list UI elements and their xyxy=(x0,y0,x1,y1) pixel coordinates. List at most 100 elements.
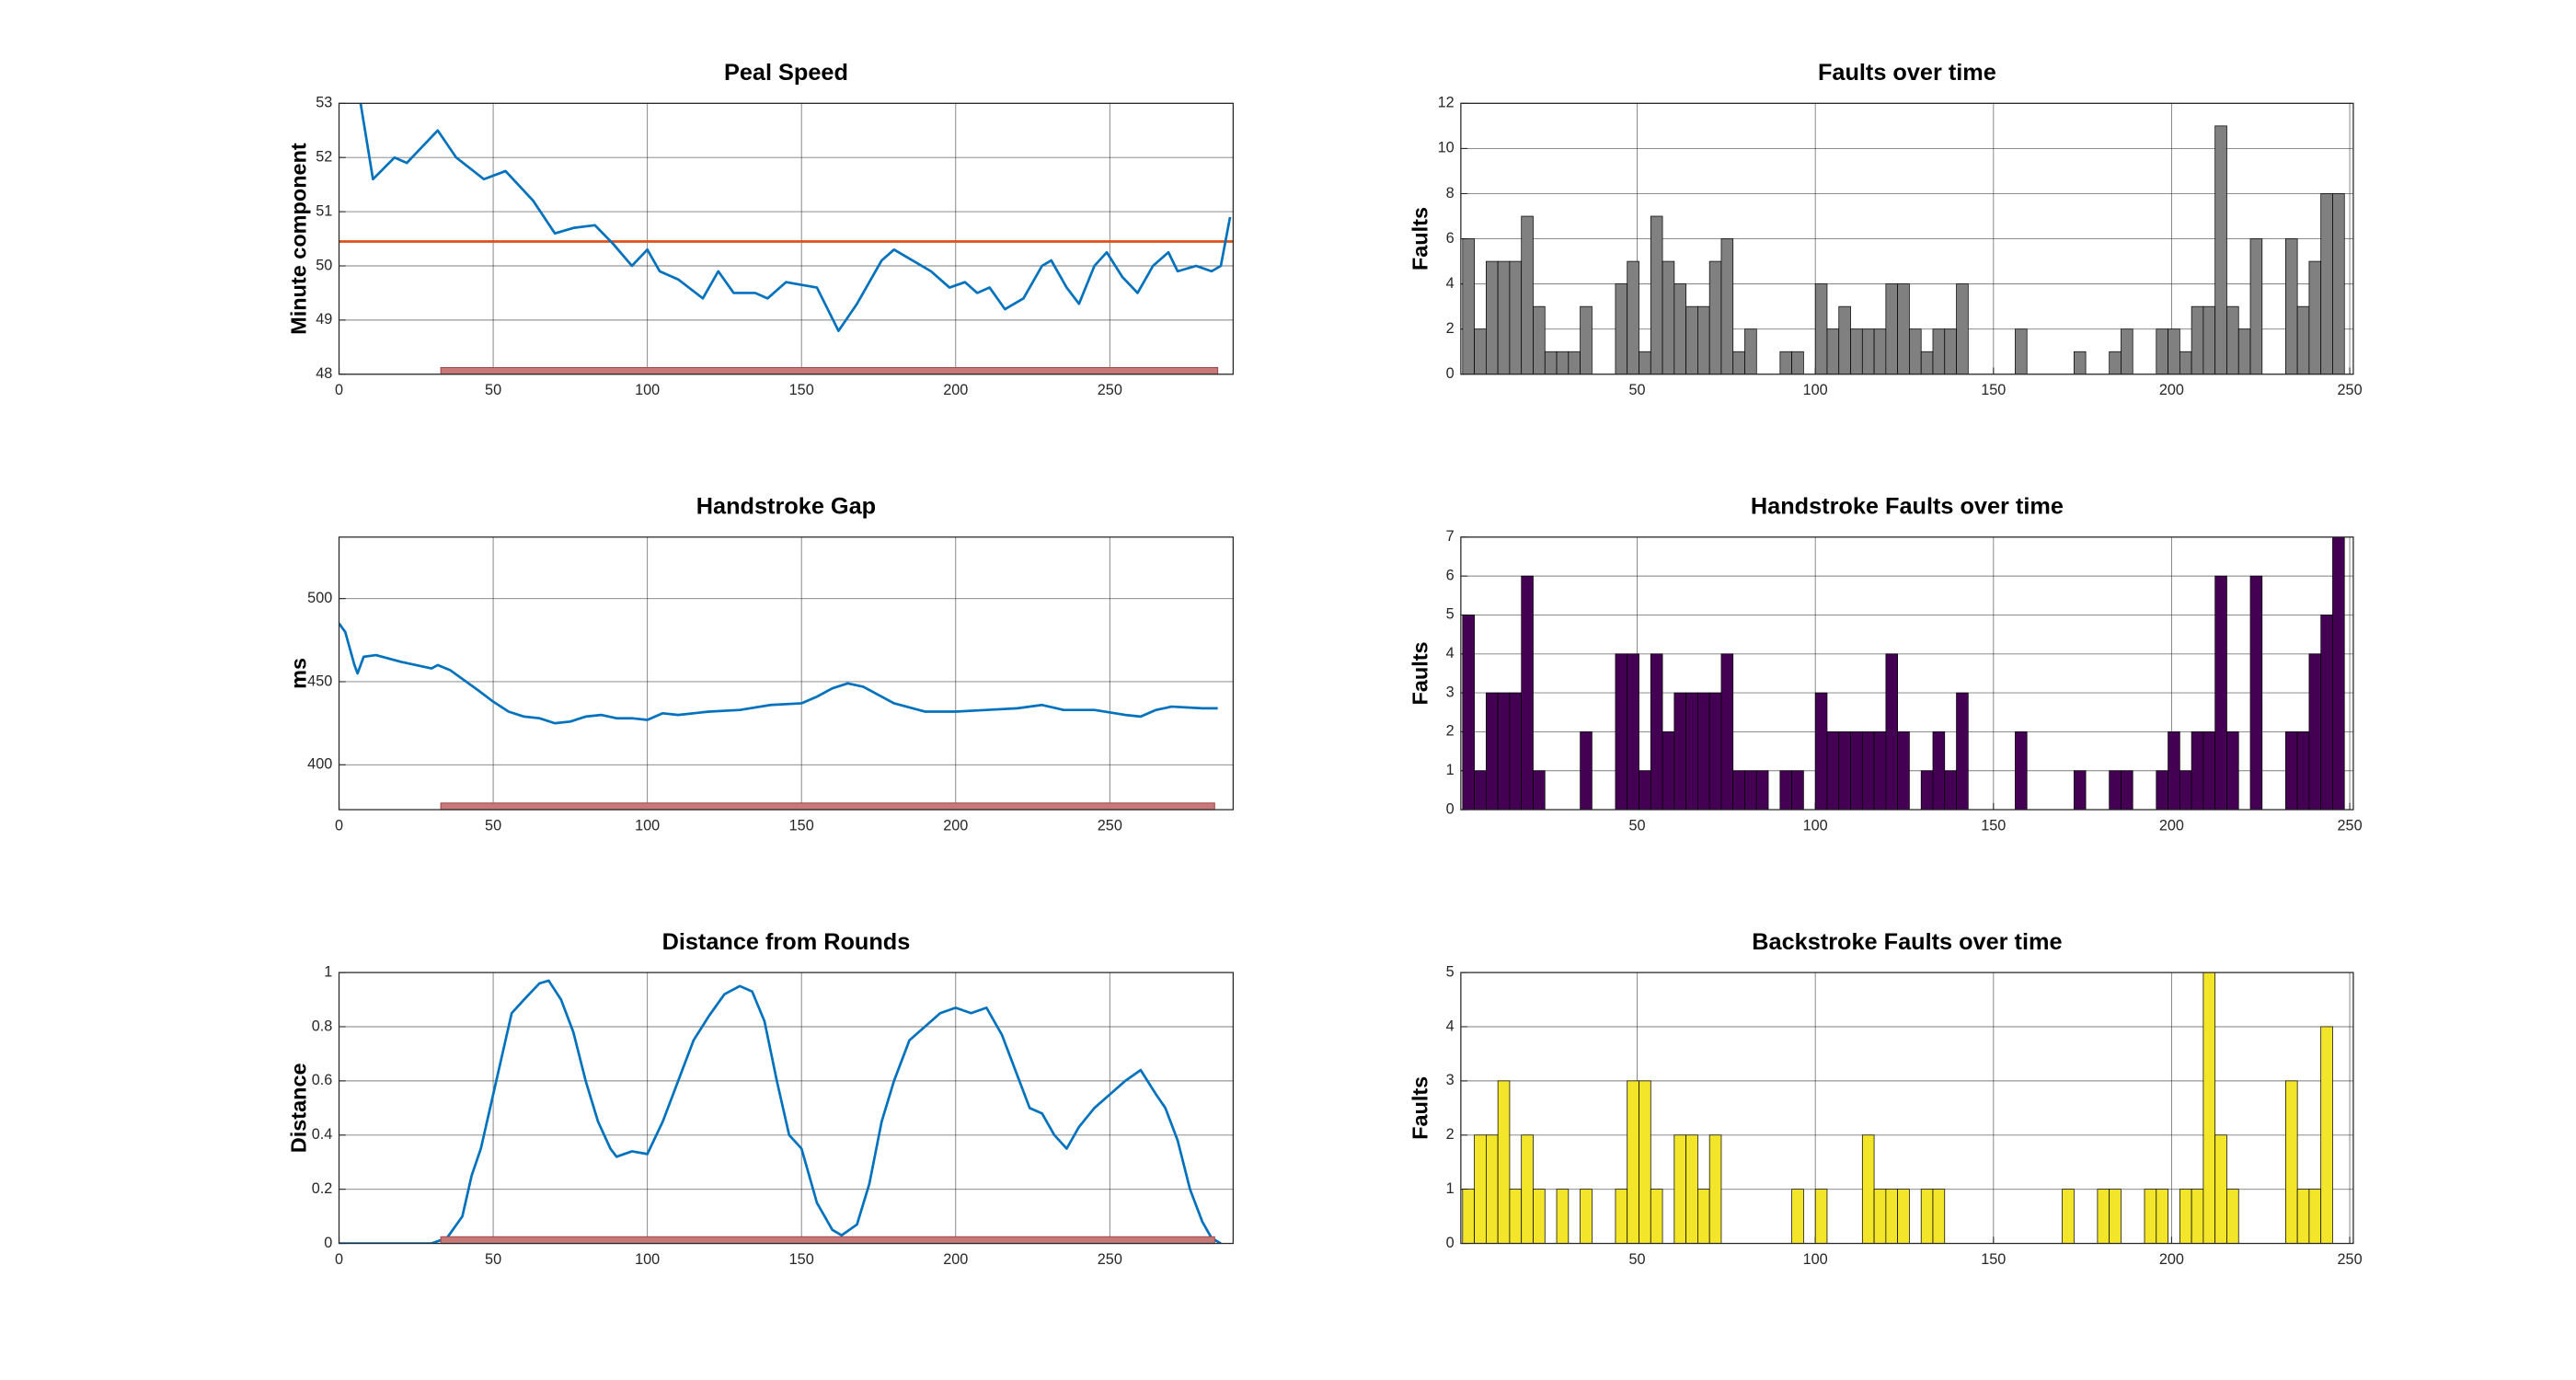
histogram-bar xyxy=(2015,731,2028,811)
histogram-bar xyxy=(1673,1134,1686,1244)
histogram-bar xyxy=(1497,1080,1511,1244)
histogram-bar xyxy=(1662,731,1675,811)
histogram-bar xyxy=(1814,1189,1828,1244)
x-tick-label: 0 xyxy=(335,382,343,398)
histogram-bar xyxy=(1627,653,1639,811)
histogram-bar xyxy=(2332,536,2345,811)
histogram-bar xyxy=(1509,692,1523,811)
histogram-bar xyxy=(1673,283,1686,374)
x-tick-label: 150 xyxy=(1981,817,2006,834)
histogram-bar xyxy=(1544,351,1558,374)
subplot: 0 50 100 150 200 250 0 0.2 0.4 0.6 0.8 1 Distance fr… xyxy=(286,929,1235,1268)
highlight-range xyxy=(440,802,1215,811)
histogram-bar xyxy=(1885,283,1899,374)
y-tick-label: 450 xyxy=(307,673,332,689)
y-tick-label: 0.4 xyxy=(312,1126,333,1143)
histogram-bar xyxy=(1826,731,1840,811)
histogram-bar xyxy=(2308,653,2322,811)
histogram-bar xyxy=(1755,770,1769,811)
x-tick-label: 50 xyxy=(1629,817,1646,834)
histogram-bar xyxy=(1521,1134,1534,1244)
y-tick-label: 2 xyxy=(1446,320,1455,337)
histogram-bar xyxy=(1650,215,1663,374)
y-tick-label: 48 xyxy=(316,365,332,382)
histogram-bar xyxy=(2296,731,2310,811)
x-tick-label: 200 xyxy=(943,1251,968,1268)
y-tick-label: 10 xyxy=(1438,140,1455,156)
x-tick-label: 250 xyxy=(1098,817,1122,834)
x-tick-label: 150 xyxy=(789,382,814,398)
histogram-bar xyxy=(1732,770,1745,811)
histogram-bar xyxy=(1533,305,1546,374)
histogram-bar xyxy=(2284,238,2298,374)
histogram-bar xyxy=(1897,283,1910,374)
y-tick-label: 6 xyxy=(1446,230,1455,247)
histogram-bar xyxy=(2144,1189,2157,1244)
histogram-bar xyxy=(1920,351,1934,374)
histogram-bar xyxy=(1673,692,1686,811)
histogram-bar xyxy=(1897,731,1910,811)
y-tick-label: 5 xyxy=(1446,963,1455,980)
plot-content xyxy=(339,979,1222,1244)
x-tick-label: 50 xyxy=(1629,382,1646,398)
x-tick-label: 0 xyxy=(335,1251,343,1268)
axes-box xyxy=(1460,536,2354,811)
histogram-bar xyxy=(1533,1189,1546,1244)
x-tick-label: 250 xyxy=(2338,1251,2363,1268)
histogram-bar xyxy=(2073,351,2087,374)
histogram-bar xyxy=(1486,692,1499,811)
histogram-bar xyxy=(2296,305,2310,374)
histogram-bar xyxy=(1462,615,1475,811)
plot-content xyxy=(339,622,1218,725)
data-line xyxy=(359,103,1232,333)
histogram-bar xyxy=(2249,575,2263,811)
histogram-bar xyxy=(1873,731,1887,811)
histogram-bar xyxy=(1873,1189,1887,1244)
histogram-bar xyxy=(1932,328,1946,374)
y-axis-label: Faults xyxy=(1409,641,1432,705)
chart-title: Handstroke Gap xyxy=(696,494,876,520)
x-tick-label: 150 xyxy=(789,1251,814,1268)
y-tick-label: 5 xyxy=(1446,606,1455,623)
y-tick-label: 3 xyxy=(1446,684,1455,700)
y-axis-label: ms xyxy=(286,658,310,689)
y-tick-label: 6 xyxy=(1446,567,1455,583)
histogram-bar xyxy=(1497,692,1511,811)
histogram-bar xyxy=(1920,770,1934,811)
histogram-bar xyxy=(1615,1189,1628,1244)
subplot: 0 50 100 150 200 250 48 49 50 51 52 53 Peal Speed Min… xyxy=(286,60,1235,398)
histogram-bar xyxy=(2179,770,2192,811)
y-tick-label: 51 xyxy=(316,202,332,219)
histogram-bar xyxy=(1861,1134,1875,1244)
histogram-bar xyxy=(1885,1189,1899,1244)
histogram-bar xyxy=(2121,770,2133,811)
x-tick-label: 250 xyxy=(2338,382,2363,398)
x-tick-label: 250 xyxy=(1098,1251,1122,1268)
axes-box xyxy=(338,102,1235,375)
histogram-bar xyxy=(1697,692,1710,811)
histogram-bar xyxy=(1944,328,1957,374)
histogram-bar xyxy=(1556,1189,1570,1244)
x-tick-label: 200 xyxy=(2159,817,2184,834)
histogram-bar xyxy=(1720,238,1734,374)
y-axis-label: Distance xyxy=(286,1063,310,1153)
histogram-bar xyxy=(1861,328,1875,374)
histogram-bar xyxy=(1685,305,1698,374)
histogram-bar xyxy=(1885,653,1899,811)
histogram-bar xyxy=(1685,1134,1698,1244)
histogram-bar xyxy=(2249,238,2263,374)
histogram-bar xyxy=(1956,692,1969,811)
y-tick-label: 49 xyxy=(316,311,332,328)
histogram-bar xyxy=(2308,260,2322,374)
histogram-bar xyxy=(2062,1189,2075,1244)
histogram-bar xyxy=(1791,351,1804,374)
histogram-bar xyxy=(1627,1080,1639,1244)
histogram-bar xyxy=(1509,260,1523,374)
histogram-bar xyxy=(1850,328,1863,374)
histogram-bar xyxy=(1627,260,1639,374)
data-line xyxy=(339,979,1222,1244)
y-tick-label: 12 xyxy=(1438,95,1455,111)
histogram-bar xyxy=(2191,731,2204,811)
x-tick-label: 100 xyxy=(635,817,660,834)
histogram-bar xyxy=(1533,770,1546,811)
